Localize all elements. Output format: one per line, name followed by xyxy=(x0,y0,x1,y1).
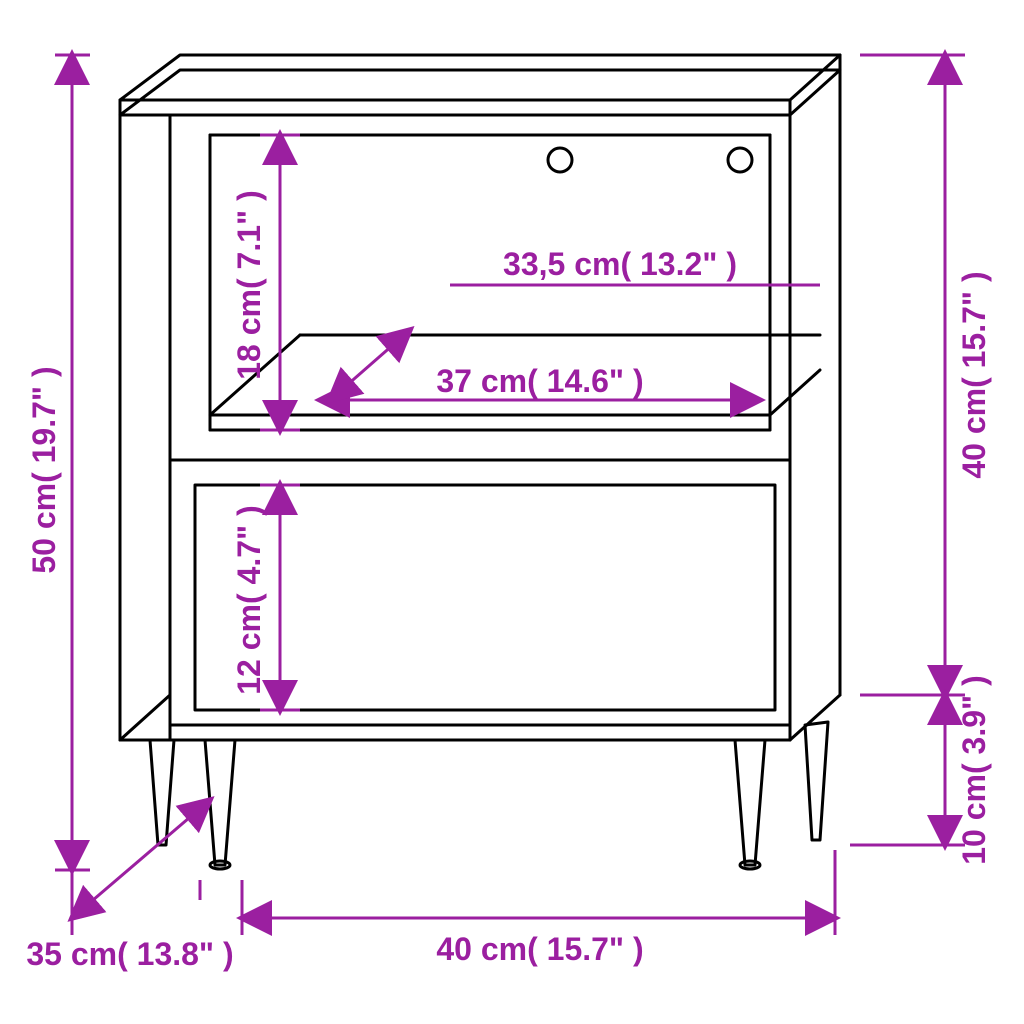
dim-total-height: 50 cm( 19.7" ) xyxy=(26,366,62,573)
dim-inner-depth: 33,5 cm( 13.2" ) xyxy=(503,246,737,282)
dim-width: 40 cm( 15.7" ) xyxy=(436,931,643,967)
dim-depth: 35 cm( 13.8" ) xyxy=(26,936,233,972)
dim-drawer-height: 12 cm( 4.7" ) xyxy=(231,505,267,694)
dim-leg-height: 10 cm( 3.9" ) xyxy=(956,675,992,864)
dim-body-height: 40 cm( 15.7" ) xyxy=(956,271,992,478)
dim-inner-width: 37 cm( 14.6" ) xyxy=(436,363,643,399)
dim-shelf-opening: 18 cm( 7.1" ) xyxy=(231,190,267,379)
